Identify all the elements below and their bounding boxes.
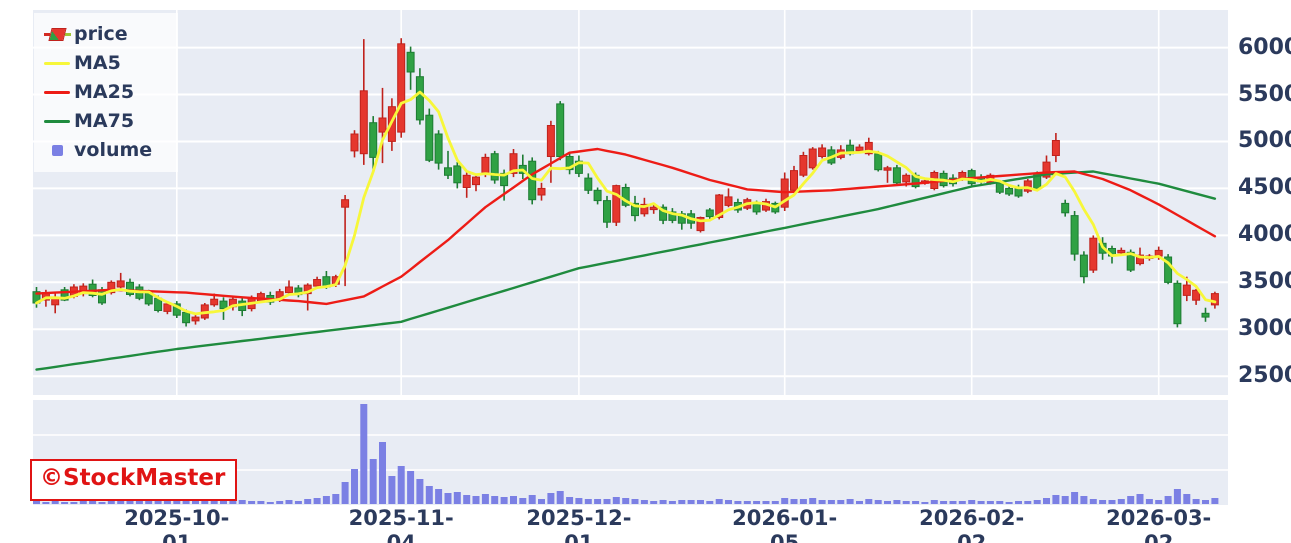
y-tick-label: 3500 xyxy=(1238,269,1291,295)
legend-label-ma75: MA75 xyxy=(74,110,135,132)
ma25-line xyxy=(35,147,1217,306)
watermark-text: ©StockMaster xyxy=(40,465,226,491)
ma75-line-icon xyxy=(40,120,74,123)
x-tick-label: 2025-10-01 xyxy=(124,506,230,543)
chart-legend: price MA5 MA25 MA75 volume xyxy=(34,13,178,172)
x-tick-label: 2026-02-02 xyxy=(919,506,1025,543)
y-tick-label: 4500 xyxy=(1238,175,1291,201)
ma25-line-icon xyxy=(40,91,74,94)
y-tick-label: 4000 xyxy=(1238,222,1291,248)
x-tick-label: 2026-03-02 xyxy=(1106,506,1212,543)
ma75-line xyxy=(35,170,1217,371)
x-tick-label: 2025-11-04 xyxy=(348,506,454,543)
price-candle-icon xyxy=(40,28,74,41)
legend-label-ma25: MA25 xyxy=(74,81,135,103)
legend-item-ma25: MA25 xyxy=(40,78,174,107)
legend-item-ma5: MA5 xyxy=(40,49,174,78)
stockmaster-watermark: ©StockMaster xyxy=(30,459,238,501)
y-tick-label: 5000 xyxy=(1238,128,1291,154)
ma5-line xyxy=(35,90,1217,316)
legend-item-volume: volume xyxy=(40,136,174,165)
legend-item-ma75: MA75 xyxy=(40,107,174,136)
volume-square-icon xyxy=(40,145,74,156)
x-tick-label: 2026-01-05 xyxy=(732,506,838,543)
volume-bars xyxy=(33,404,1219,504)
legend-label-volume: volume xyxy=(74,139,153,161)
y-tick-label: 3000 xyxy=(1238,316,1291,342)
legend-label-ma5: MA5 xyxy=(74,52,121,74)
y-tick-label: 5500 xyxy=(1238,81,1291,107)
ma5-line-icon xyxy=(40,62,74,65)
x-tick-label: 2025-12-01 xyxy=(526,506,632,543)
y-tick-label: 2500 xyxy=(1238,363,1291,389)
y-tick-label: 6000 xyxy=(1238,34,1291,60)
legend-item-price: price xyxy=(40,20,174,49)
legend-label-price: price xyxy=(74,23,128,45)
